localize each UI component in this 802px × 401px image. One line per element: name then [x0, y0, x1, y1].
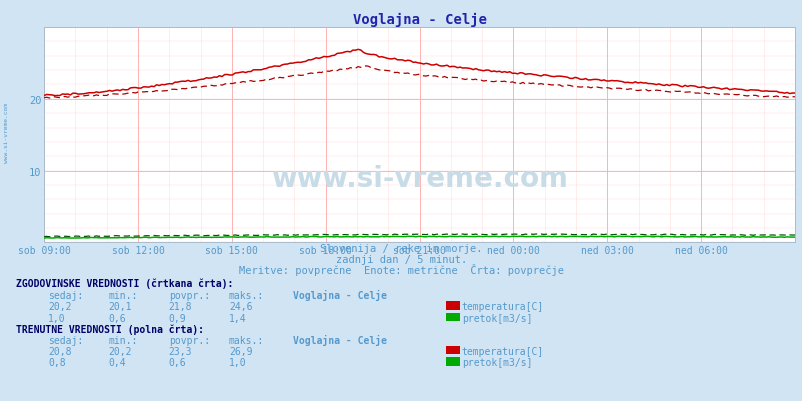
- Text: 1,0: 1,0: [48, 313, 66, 323]
- Text: povpr.:: povpr.:: [168, 291, 209, 301]
- Text: sedaj:: sedaj:: [48, 335, 83, 345]
- Text: Voglajna - Celje: Voglajna - Celje: [293, 290, 387, 301]
- Text: Meritve: povprečne  Enote: metrične  Črta: povprečje: Meritve: povprečne Enote: metrične Črta:…: [239, 263, 563, 275]
- Text: 0,6: 0,6: [108, 313, 126, 323]
- Text: 21,8: 21,8: [168, 302, 192, 312]
- Text: min.:: min.:: [108, 335, 138, 345]
- Text: pretok[m3/s]: pretok[m3/s]: [461, 357, 532, 367]
- Text: 20,2: 20,2: [48, 302, 71, 312]
- Text: 20,1: 20,1: [108, 302, 132, 312]
- Text: temperatura[C]: temperatura[C]: [461, 302, 543, 312]
- Text: 26,9: 26,9: [229, 346, 252, 356]
- Text: 0,9: 0,9: [168, 313, 186, 323]
- Text: min.:: min.:: [108, 291, 138, 301]
- Text: Voglajna - Celje: Voglajna - Celje: [293, 334, 387, 345]
- Text: www.si-vreme.com: www.si-vreme.com: [271, 164, 567, 192]
- Text: TRENUTNE VREDNOSTI (polna črta):: TRENUTNE VREDNOSTI (polna črta):: [16, 324, 204, 334]
- Text: temperatura[C]: temperatura[C]: [461, 346, 543, 356]
- Text: 20,8: 20,8: [48, 346, 71, 356]
- Text: zadnji dan / 5 minut.: zadnji dan / 5 minut.: [335, 255, 467, 265]
- Text: 20,2: 20,2: [108, 346, 132, 356]
- Text: 1,0: 1,0: [229, 357, 246, 367]
- Text: 0,4: 0,4: [108, 357, 126, 367]
- Text: maks.:: maks.:: [229, 335, 264, 345]
- Text: povpr.:: povpr.:: [168, 335, 209, 345]
- Text: sedaj:: sedaj:: [48, 291, 83, 301]
- Text: www.si-vreme.com: www.si-vreme.com: [4, 102, 9, 162]
- Text: Slovenija / reke in morje.: Slovenija / reke in morje.: [320, 244, 482, 254]
- Text: 23,3: 23,3: [168, 346, 192, 356]
- Text: 1,4: 1,4: [229, 313, 246, 323]
- Text: 24,6: 24,6: [229, 302, 252, 312]
- Text: 0,6: 0,6: [168, 357, 186, 367]
- Text: 0,8: 0,8: [48, 357, 66, 367]
- Text: maks.:: maks.:: [229, 291, 264, 301]
- Text: ZGODOVINSKE VREDNOSTI (črtkana črta):: ZGODOVINSKE VREDNOSTI (črtkana črta):: [16, 278, 233, 289]
- Text: pretok[m3/s]: pretok[m3/s]: [461, 313, 532, 323]
- Title: Voglajna - Celje: Voglajna - Celje: [352, 13, 486, 27]
